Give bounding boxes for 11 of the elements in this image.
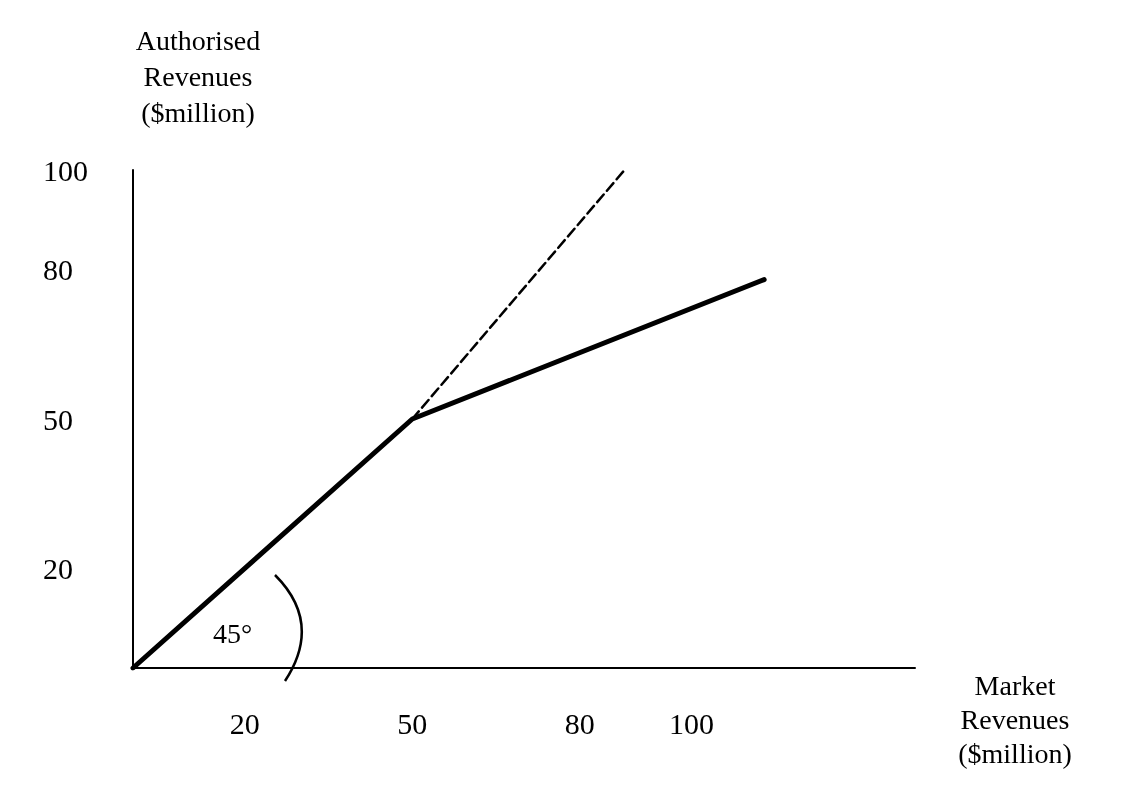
y-tick-label: 100 xyxy=(43,153,88,187)
annotation: 45° xyxy=(213,618,253,650)
y-axis-title: Authorised Revenues ($million) xyxy=(135,24,261,128)
y-tick-label: 80 xyxy=(43,253,73,287)
y-tick-label: 50 xyxy=(43,402,73,436)
y-tick-label: 20 xyxy=(43,551,73,585)
x-tick-label: 100 xyxy=(669,706,715,740)
x-tick-label: 80 xyxy=(564,706,595,740)
x-tick-label: 20 xyxy=(229,706,260,740)
x-tick-label: 50 xyxy=(397,706,428,740)
x-axis-title: Market Revenues ($million) xyxy=(958,669,1072,769)
